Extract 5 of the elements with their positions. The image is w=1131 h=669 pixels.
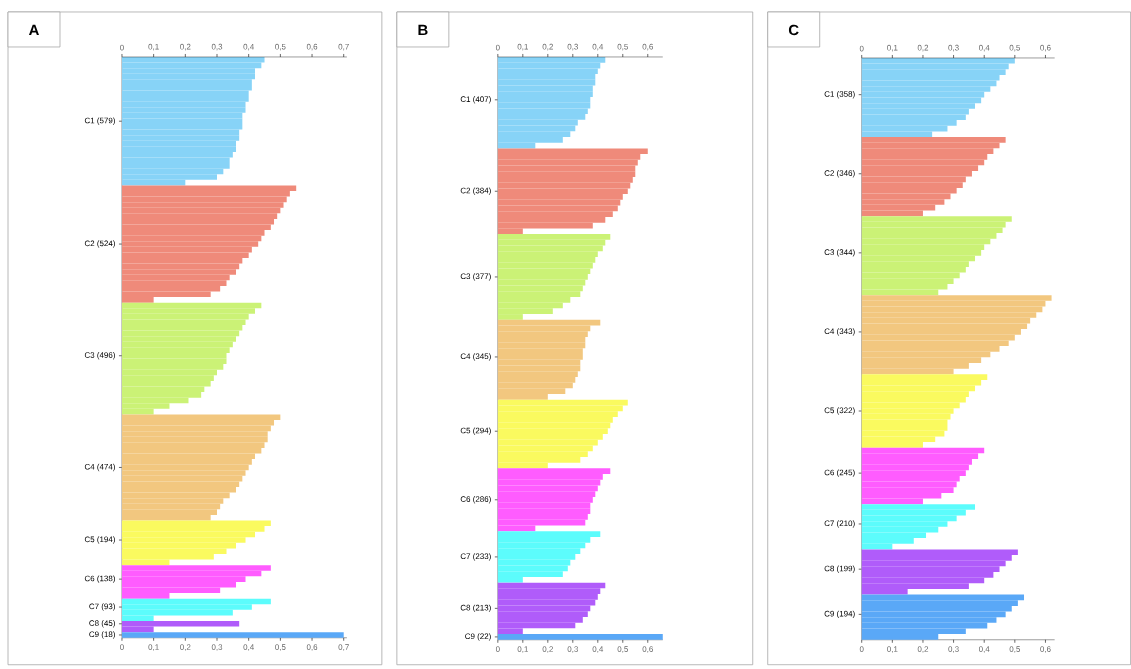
bar <box>121 632 344 638</box>
chart-title: B <box>418 24 428 36</box>
bar <box>497 634 663 640</box>
chart-title: A <box>28 24 39 36</box>
chart-title: C <box>788 24 799 36</box>
